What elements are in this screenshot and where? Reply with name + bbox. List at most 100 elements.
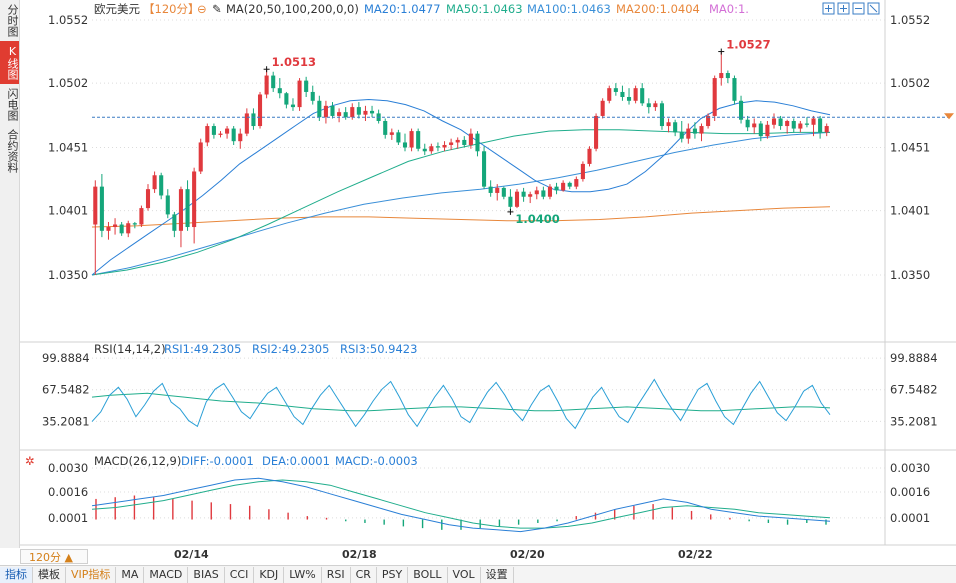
price-tick-label: 1.0350 [48, 268, 88, 282]
candle-body [640, 88, 645, 104]
period-toggle-icon[interactable]: ⊖ [197, 2, 207, 16]
candle-body [119, 224, 124, 234]
tab-rsi[interactable]: RSI [322, 566, 351, 583]
candle-body [791, 120, 796, 129]
candle-body [211, 126, 216, 135]
macd-tick-label: 0.0001 [48, 511, 88, 525]
candle-body [778, 118, 783, 127]
tab-flash[interactable]: 闪电图 [6, 88, 19, 121]
zoom-in-icon[interactable] [837, 2, 850, 15]
rsi-tick-label: 35.2081 [890, 414, 938, 428]
candle-body [739, 100, 744, 120]
symbol-name: 欧元美元 [94, 2, 140, 16]
chart-canvas[interactable]: 欧元美元 【120分】 ⊖ ✎ MA(20,50,100,200,0,0) MA… [0, 0, 956, 565]
candle-body [198, 142, 203, 172]
annotation-layer: 1.0513 1.0527 1.0400 [263, 38, 771, 226]
candle-body [225, 128, 230, 134]
candle-body [607, 88, 612, 101]
tab-cci[interactable]: CCI [225, 566, 255, 583]
tab-kline[interactable]: K线图 [0, 41, 19, 84]
candle-body [508, 196, 513, 207]
candle-body [666, 122, 671, 127]
candle-body [185, 189, 190, 228]
price-tick-label: 1.0401 [48, 204, 88, 218]
macd-settings-icon[interactable]: ✲ [25, 454, 35, 468]
tab-templates[interactable]: 模板 [33, 566, 66, 583]
current-price-marker [944, 113, 954, 120]
candle-body [699, 126, 704, 134]
tab-settings[interactable]: 设置 [481, 566, 514, 583]
rsi-layer: 99.8884 99.8884 67.5482 67.5482 35.2081 35.20… [42, 351, 938, 430]
candle-body [165, 195, 170, 215]
macd-dea-value: DEA:0.0001 [262, 454, 330, 468]
candle-body [389, 132, 394, 135]
candle-body [482, 151, 487, 187]
period-label[interactable]: 【120分】 [143, 2, 199, 16]
rsi2-value: RSI2:49.2305 [252, 342, 329, 356]
candle-body [659, 103, 665, 127]
candle-body [323, 105, 328, 118]
fullscreen-icon[interactable] [867, 2, 880, 15]
candle-body [462, 139, 467, 145]
tab-vol[interactable]: VOL [448, 566, 481, 583]
tab-vip-indicators[interactable]: VIP指标 [66, 566, 117, 583]
candle-body [192, 171, 197, 228]
candle-body [145, 189, 151, 209]
candle-body [468, 133, 473, 145]
macd-dea-line [91, 479, 831, 529]
macd-tick-label: 0.0001 [890, 511, 930, 525]
rsi3-value: RSI3:50.9423 [340, 342, 417, 356]
rsi-tick-label: 67.5482 [42, 383, 90, 397]
candle-body [238, 133, 243, 142]
rsi1-line [91, 378, 831, 430]
macd-tick-label: 0.0030 [48, 461, 88, 475]
candle-body [297, 80, 302, 108]
tab-kdj[interactable]: KDJ [254, 566, 285, 583]
candle-body [574, 179, 579, 187]
macd-diff-line [91, 477, 831, 533]
candle-body [752, 123, 757, 128]
tab-bias[interactable]: BIAS [188, 566, 225, 583]
candle-body [594, 115, 599, 149]
candle-body [771, 118, 777, 125]
candle-body [646, 103, 651, 108]
tab-indicators[interactable]: 指标 [0, 566, 33, 583]
tab-macd[interactable]: MACD [144, 566, 189, 583]
ma-params[interactable]: MA(20,50,100,200,0,0) [226, 2, 359, 16]
tab-cr[interactable]: CR [351, 566, 377, 583]
candle-body [396, 132, 401, 143]
tab-timeshare[interactable]: 分时图 [6, 4, 19, 37]
crosshair-icon[interactable] [822, 2, 835, 15]
candle-body [725, 73, 730, 79]
price-tick-label: 1.0451 [48, 141, 88, 155]
candle-body [218, 133, 223, 135]
price-tick-label: 1.0401 [890, 204, 930, 218]
period-selector[interactable]: 120分 ▲ [20, 549, 88, 564]
zoom-out-icon[interactable] [852, 2, 865, 15]
tab-boll[interactable]: BOLL [408, 566, 448, 583]
ma-settings-icon[interactable]: ✎ [212, 2, 222, 16]
candle-body [337, 112, 342, 116]
tab-contract-info[interactable]: 合约资料 [6, 129, 19, 173]
price-tick-label: 1.0350 [890, 268, 930, 282]
macd-tick-label: 0.0016 [890, 485, 930, 499]
candle-body [501, 187, 506, 197]
ma20-line [91, 98, 831, 276]
candle-body [231, 128, 236, 142]
tab-lwr[interactable]: LW% [284, 566, 322, 583]
tab-ma[interactable]: MA [116, 566, 145, 583]
chart-toolbar [822, 2, 880, 15]
candle-body [330, 105, 335, 116]
candle-body [475, 133, 480, 152]
candle-body [409, 131, 414, 148]
candle-body [613, 88, 618, 92]
candle-body [785, 120, 790, 127]
candle-body [304, 80, 309, 92]
candle-body [765, 124, 770, 137]
tab-psy[interactable]: PSY [377, 566, 409, 583]
rsi-tick-label: 67.5482 [890, 383, 938, 397]
x-tick-label: 02/22 [678, 548, 713, 561]
candle-body [673, 122, 678, 133]
candle-body [758, 123, 763, 137]
rsi-tick-label: 35.2081 [42, 414, 90, 428]
